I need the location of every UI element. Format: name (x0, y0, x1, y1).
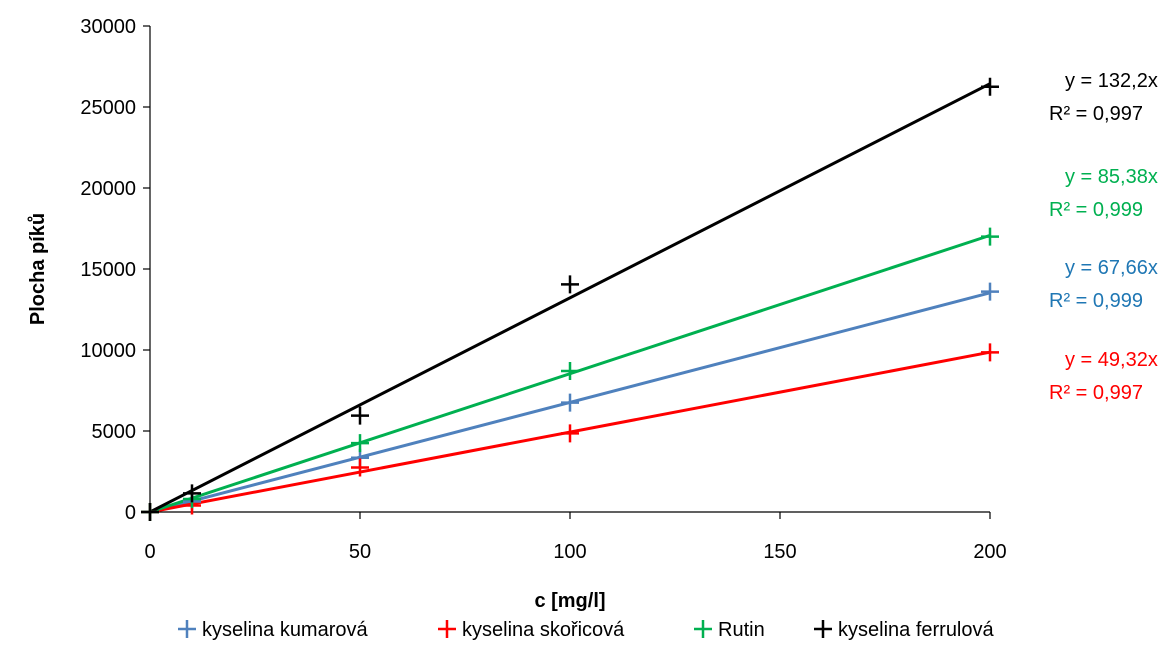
trendline-equation-0: y = 67,66x (1065, 257, 1158, 279)
data-point-s0-p4 (981, 282, 999, 301)
y-tick-label: 0 (125, 502, 136, 524)
legend-marker-3 (814, 620, 832, 638)
data-point-s3-p0 (141, 503, 159, 521)
legend-marker-0 (178, 620, 196, 638)
trendline-r2-2: R² = 0,999 (1049, 199, 1143, 221)
legend-label-3: kyselina ferrulová (838, 619, 995, 641)
data-point-s1-p4 (981, 343, 999, 362)
data-point-s3-p3 (561, 275, 579, 294)
trendline-equation-2: y = 85,38x (1065, 166, 1158, 188)
data-point-s3-p1 (183, 484, 201, 503)
data-point-s0-p3 (561, 393, 579, 412)
legend-marker-1 (438, 620, 456, 638)
y-tick-label: 30000 (80, 16, 136, 38)
x-axis-title: c [mg/l] (534, 590, 605, 612)
x-tick-label: 200 (973, 541, 1006, 563)
data-point-s2-p3 (561, 362, 579, 381)
y-axis-title: Plocha píků (27, 213, 49, 325)
trendline-3 (149, 82, 991, 514)
trendline-equation-1: y = 49,32x (1065, 349, 1158, 371)
data-point-s1-p3 (561, 424, 579, 443)
legend-label-2: Rutin (718, 619, 765, 641)
legend-marker-2 (694, 620, 712, 638)
x-tick-label: 150 (763, 541, 796, 563)
x-tick-label: 0 (144, 541, 155, 563)
x-tick-label: 100 (553, 541, 586, 563)
y-tick-label: 20000 (80, 178, 136, 200)
trendline-r2-0: R² = 0,999 (1049, 290, 1143, 312)
y-tick-label: 15000 (80, 259, 136, 281)
x-tick-label: 50 (349, 541, 371, 563)
data-point-s2-p4 (981, 227, 999, 246)
y-tick-label: 10000 (80, 340, 136, 362)
trendline-equation-3: y = 132,2x (1065, 70, 1158, 92)
y-tick-label: 5000 (92, 421, 137, 443)
data-point-s3-p4 (981, 77, 999, 96)
trendline-r2-3: R² = 0,997 (1049, 103, 1143, 125)
trendline-r2-1: R² = 0,997 (1049, 382, 1143, 404)
data-point-s1-p2 (351, 458, 369, 477)
data-point-s3-p2 (351, 406, 369, 425)
legend-label-0: kyselina kumarová (202, 619, 369, 641)
data-point-s2-p2 (351, 434, 369, 453)
legend-label-1: kyselina skořicová (462, 619, 625, 641)
y-tick-label: 25000 (80, 97, 136, 119)
